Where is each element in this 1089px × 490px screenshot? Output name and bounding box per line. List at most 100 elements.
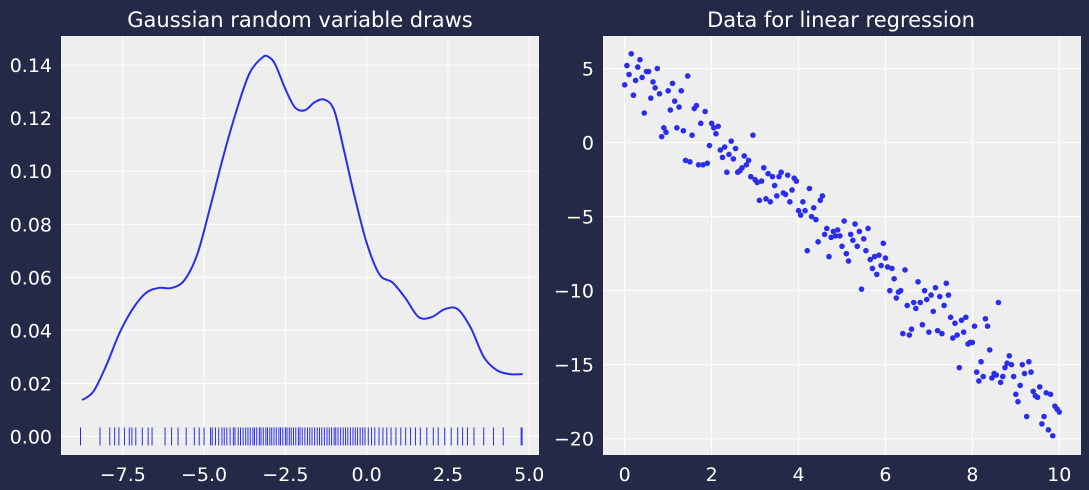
scatter-point [869,265,876,272]
scatter-point [656,90,663,97]
scatter-point [1019,361,1026,368]
scatter-point [1013,391,1019,398]
x-tick-label: 6 [879,464,891,486]
scatter-point [858,286,865,292]
scatter-point [654,65,661,72]
scatter-point [815,238,821,245]
scatter-point [986,347,993,353]
scatter-point [1034,394,1041,401]
scatter-point [800,199,806,205]
scatter-point [880,240,887,247]
kde-plot-area [61,36,539,455]
scatter-point [774,193,780,199]
scatter-point [928,292,934,298]
scatter-point [932,284,939,291]
scatter-point [717,147,724,153]
scatter-point [1039,421,1045,427]
scatter-point [739,164,745,171]
scatter-point [721,144,728,150]
scatter-point [963,314,969,321]
scatter-point [684,73,691,79]
scatter-point [730,156,737,162]
scatter-point [934,327,941,334]
scatter-point [665,87,671,94]
scatter-point [936,293,943,300]
y-tick-label: 5 [582,59,594,81]
scatter-point [669,80,676,87]
scatter-point [797,212,804,218]
scatter-point [826,253,832,260]
scatter-point [878,262,884,269]
scatter-point [715,123,721,130]
kde-y-tick-labels: 0.00 0.02 0.04 0.06 0.08 0.10 0.12 0.14 [10,55,52,448]
scatter-point [754,179,761,186]
scatter-point [771,182,778,189]
scatter-point [632,77,639,84]
scatter-point [624,62,630,69]
scatter-point [793,178,800,184]
scatter-point [821,231,828,238]
scatter-point [648,95,654,101]
scatter-point [700,162,706,168]
y-tick-label: −20 [554,429,594,451]
scatter-point [923,296,930,303]
scatter-point [839,243,845,250]
scatter-point [1004,360,1010,367]
y-tick-label: 0.06 [10,267,52,289]
y-tick-label: 0 [582,133,594,155]
scatter-point [745,157,752,164]
scatter-point [674,124,680,131]
scatter-point [628,50,635,57]
scatter-point [841,218,847,224]
kde-rug [80,427,523,446]
scatter-point [865,225,871,232]
scatter-point [724,169,730,176]
scatter-point [950,335,956,341]
scatter-point [626,71,632,78]
scatter-point [767,199,774,205]
scatter-point [930,308,937,315]
scatter-point [641,110,648,116]
scatter-point [711,124,717,131]
scatter-point [954,332,960,338]
scatter-point [689,132,695,138]
scatter-point [993,372,1000,378]
scatter-point [1047,391,1054,398]
scatter-point [1028,369,1034,375]
scatter-point [697,120,704,127]
scatter-point [693,102,700,109]
scatter-point [661,124,667,131]
y-tick-label: 0.04 [10,320,52,342]
scatter-point [630,92,637,99]
scatter-point [719,154,726,161]
y-tick-label: 0.12 [10,108,52,130]
scatter-point [941,302,947,309]
scatter-point [637,56,643,63]
scatter-point [702,108,708,115]
scatter-point [704,160,711,167]
scatter-point [784,172,791,178]
y-tick-label: 0.14 [10,55,52,77]
x-tick-label: 4 [792,464,804,486]
scatter-point [873,271,880,278]
scatter-point [1030,388,1036,395]
y-tick-label: −5 [566,207,594,229]
scatter-point [902,267,908,273]
scatter-point [676,104,682,110]
scatter-point [652,85,658,91]
scatter-point [871,253,878,260]
scatter-point [956,364,963,371]
x-tick-label: 2.5 [433,464,463,486]
scatter-point [1015,398,1021,405]
scatter-point [897,287,904,294]
scatter-point [795,207,802,214]
scatter-point [671,98,678,104]
scatter-point [984,323,991,329]
scatter-point [908,326,915,332]
scatter-panel: 5 0 −5 −10 −15 −20 0 2 4 6 8 10 Data for linear re… [554,8,1081,486]
scatter-point [682,157,689,164]
scatter-point [867,256,874,263]
scatter-point [943,280,950,287]
scatter-point [913,305,919,312]
